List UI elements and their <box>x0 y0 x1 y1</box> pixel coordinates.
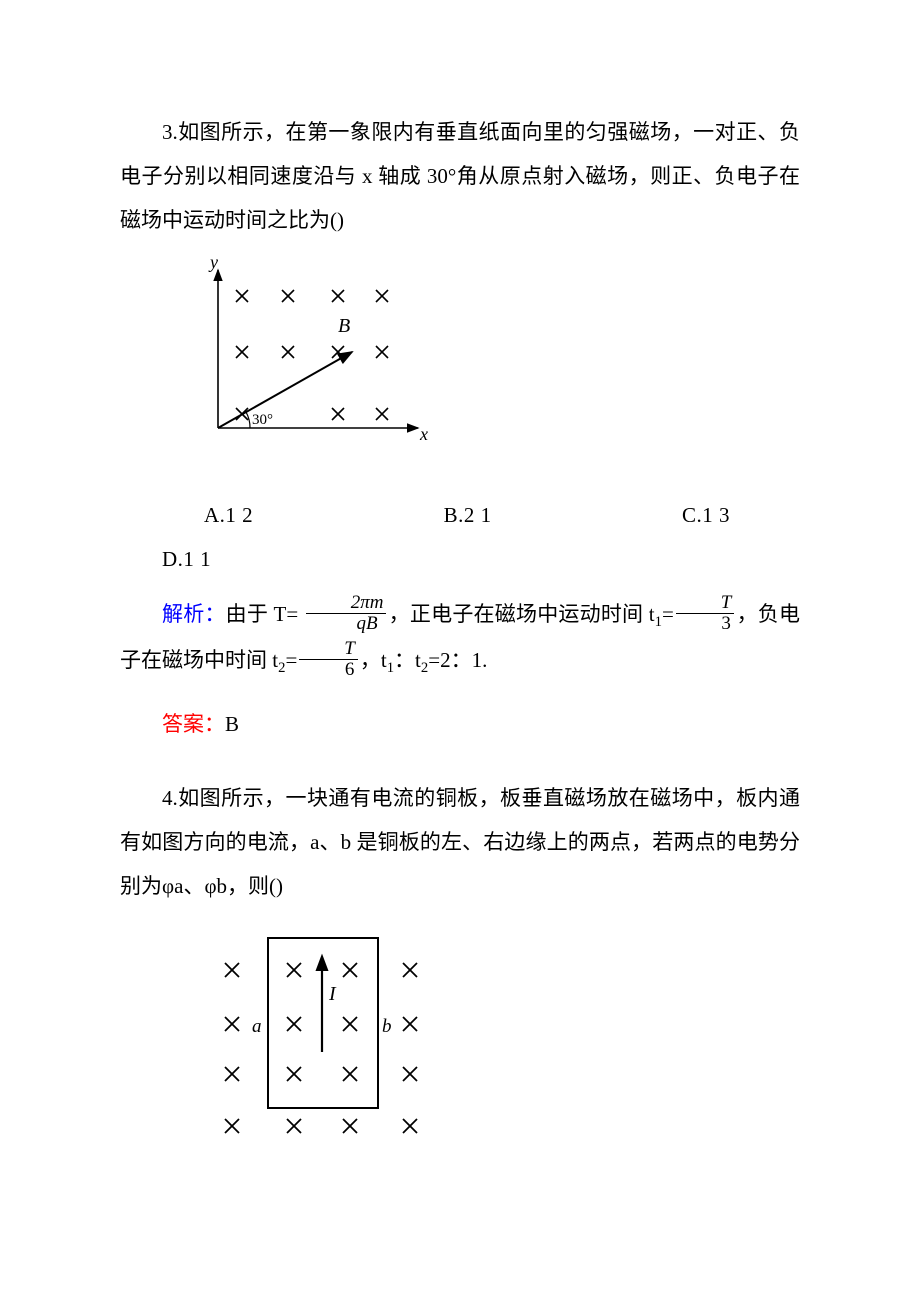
q3-analysis: 解析：由于 T= 2πmqB，正电子在磁场中运动时间 t1=T3，负电子在磁场中… <box>120 592 800 684</box>
y-axis-label: y <box>208 256 218 272</box>
current-label: I <box>328 983 337 1005</box>
angle-label: 30° <box>252 412 273 428</box>
analysis-mid1: ，正电子在磁场中运动时间 t <box>388 602 654 626</box>
frac-t-3: T3 <box>676 593 735 634</box>
q3-diagram-svg: y x B 30° <box>190 256 430 456</box>
q4-text: 4.如图所示，一块通有电流的铜板，板垂直磁场放在磁场中，板内通有如图方向的电流，… <box>120 776 800 908</box>
frac-t-6: T6 <box>299 639 358 680</box>
sub1: 1 <box>655 614 662 630</box>
analysis-tail: ，t <box>360 648 387 672</box>
q3-text: 3.如图所示，在第一象限内有垂直纸面向里的匀强磁场，一对正、负电子分别以相同速度… <box>120 110 800 242</box>
b-label: b <box>382 1016 392 1037</box>
page-content: 3.如图所示，在第一象限内有垂直纸面向里的匀强磁场，一对正、负电子分别以相同速度… <box>0 0 920 1259</box>
q3-answer: 答案：B <box>120 702 800 746</box>
eq1: = <box>662 602 674 626</box>
sub3: 1 <box>387 660 394 676</box>
x-axis-label: x <box>419 424 428 444</box>
ratio: =2：1. <box>428 648 487 672</box>
frac-2pim-qb: 2πmqB <box>306 593 387 634</box>
q4-figure: I a b <box>190 922 800 1157</box>
q3-options: A.1 2 B.2 1 C.1 3 D.1 1 <box>120 493 800 581</box>
colon: ：t <box>394 648 421 672</box>
q3-option-d: D.1 1 <box>120 537 211 581</box>
answer-value: B <box>225 712 239 736</box>
a-label: a <box>252 1016 262 1037</box>
eq2: = <box>285 648 297 672</box>
q3-figure: y x B 30° <box>190 256 800 471</box>
analysis-label: 解析： <box>162 602 226 626</box>
answer-label: 答案： <box>162 712 225 736</box>
q3-option-a: A.1 2 <box>162 493 253 537</box>
analysis-pre: 由于 T= <box>226 602 304 626</box>
q4-diagram-svg: I a b <box>190 922 450 1142</box>
q3-option-c: C.1 3 <box>640 493 730 537</box>
q3-option-b: B.2 1 <box>402 493 492 537</box>
b-field-label: B <box>338 315 350 337</box>
